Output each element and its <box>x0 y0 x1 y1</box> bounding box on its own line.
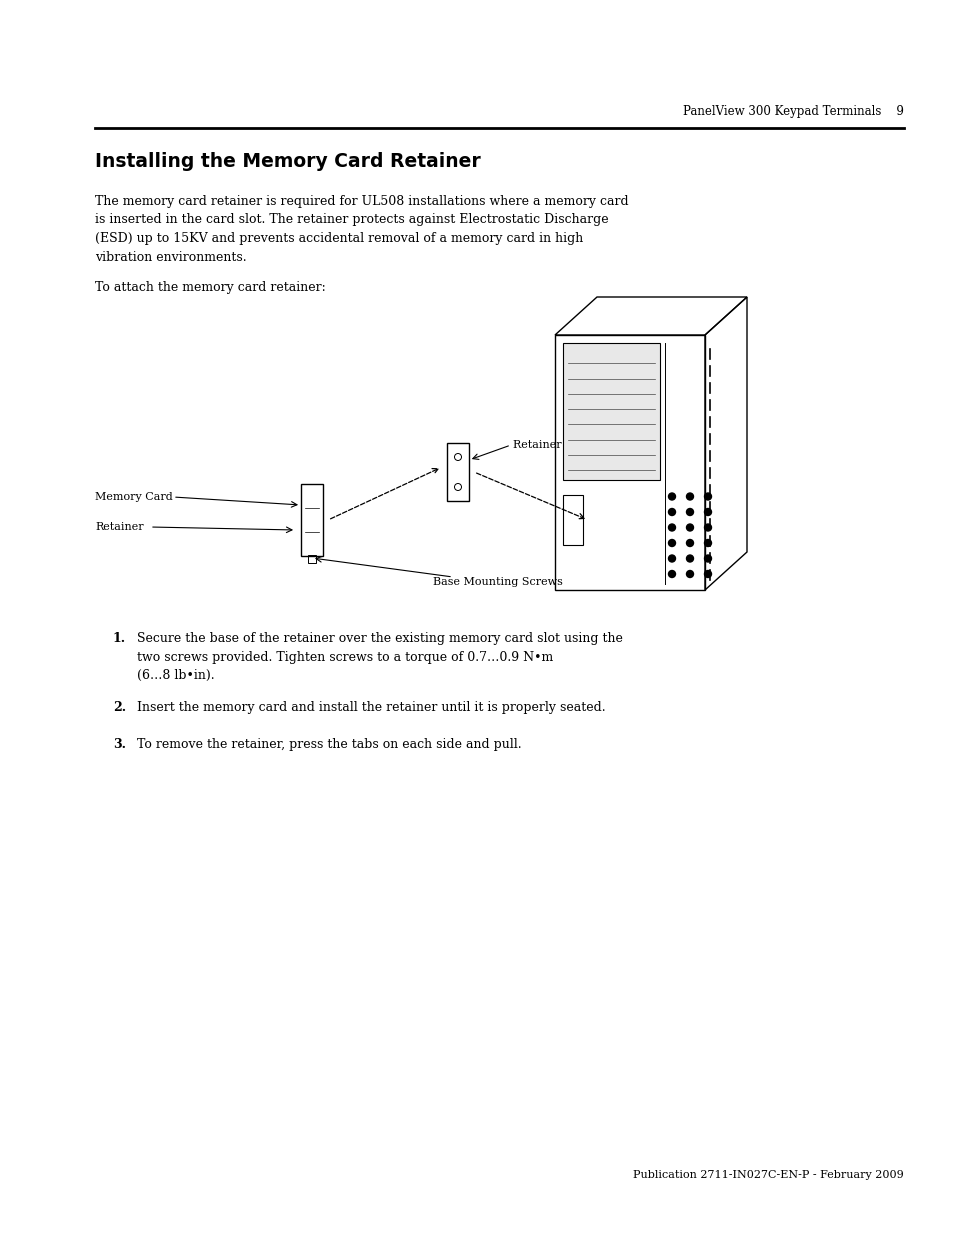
Text: 3.: 3. <box>112 739 126 751</box>
Circle shape <box>703 509 711 515</box>
Text: PanelView 300 Keypad Terminals    9: PanelView 300 Keypad Terminals 9 <box>682 105 903 119</box>
Circle shape <box>686 571 693 578</box>
Text: To remove the retainer, press the tabs on each side and pull.: To remove the retainer, press the tabs o… <box>137 739 521 751</box>
Text: To attach the memory card retainer:: To attach the memory card retainer: <box>95 282 325 294</box>
Text: 1.: 1. <box>112 632 126 645</box>
Text: two screws provided. Tighten screws to a torque of 0.7…0.9 N•m: two screws provided. Tighten screws to a… <box>137 651 553 663</box>
Bar <box>562 343 659 480</box>
Circle shape <box>668 540 675 547</box>
Text: is inserted in the card slot. The retainer protects against Electrostatic Discha: is inserted in the card slot. The retain… <box>95 214 608 226</box>
Bar <box>447 443 469 501</box>
Circle shape <box>686 555 693 562</box>
Circle shape <box>668 555 675 562</box>
Bar <box>308 555 315 563</box>
Circle shape <box>686 509 693 515</box>
Text: Installing the Memory Card Retainer: Installing the Memory Card Retainer <box>95 152 480 170</box>
Circle shape <box>703 540 711 547</box>
Circle shape <box>668 571 675 578</box>
Circle shape <box>703 555 711 562</box>
Text: Insert the memory card and install the retainer until it is properly seated.: Insert the memory card and install the r… <box>137 701 605 714</box>
Circle shape <box>703 571 711 578</box>
Text: The memory card retainer is required for UL508 installations where a memory card: The memory card retainer is required for… <box>95 195 628 207</box>
Circle shape <box>703 493 711 500</box>
Text: Secure the base of the retainer over the existing memory card slot using the: Secure the base of the retainer over the… <box>137 632 622 645</box>
Bar <box>301 484 323 556</box>
Text: Retainer Base: Retainer Base <box>513 440 592 450</box>
Circle shape <box>686 540 693 547</box>
Text: vibration environments.: vibration environments. <box>95 251 247 263</box>
Bar <box>555 335 704 590</box>
Circle shape <box>686 493 693 500</box>
Text: (6…8 lb•in).: (6…8 lb•in). <box>137 669 214 682</box>
Text: Base Mounting Screws: Base Mounting Screws <box>433 577 562 587</box>
Circle shape <box>668 509 675 515</box>
Text: 2.: 2. <box>112 701 126 714</box>
Circle shape <box>668 524 675 531</box>
Text: (ESD) up to 15KV and prevents accidental removal of a memory card in high: (ESD) up to 15KV and prevents accidental… <box>95 232 582 245</box>
Circle shape <box>668 493 675 500</box>
Text: Memory Card: Memory Card <box>95 492 172 501</box>
Bar <box>562 495 582 545</box>
Circle shape <box>703 524 711 531</box>
Text: Retainer: Retainer <box>95 522 144 532</box>
Text: Publication 2711-IN027C-EN-P - February 2009: Publication 2711-IN027C-EN-P - February … <box>633 1170 903 1179</box>
Circle shape <box>686 524 693 531</box>
